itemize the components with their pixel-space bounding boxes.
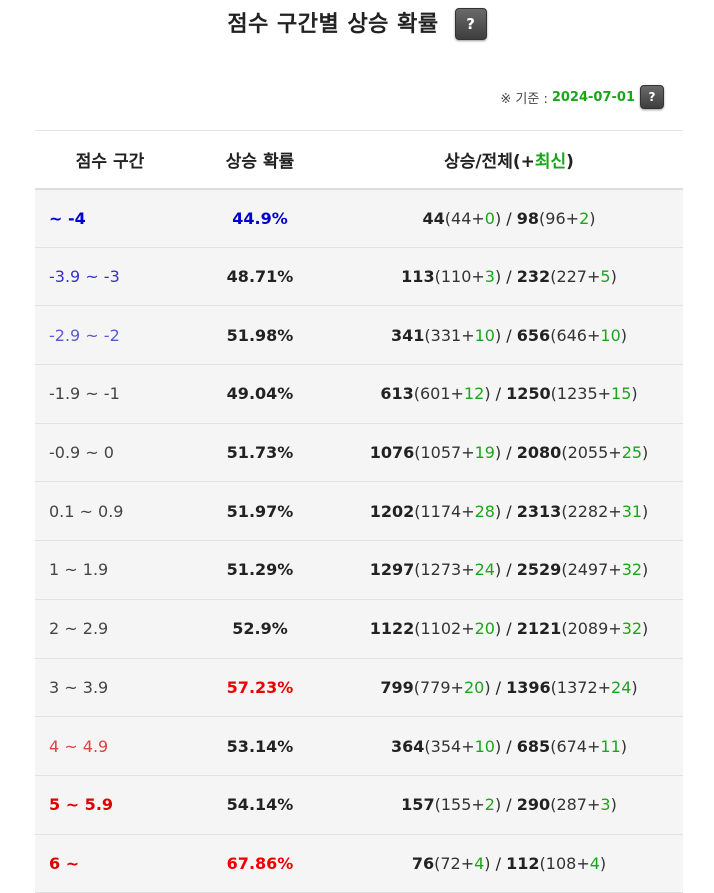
ratio-cell: 44(44+0) / 98(96+2) bbox=[422, 208, 596, 228]
table-row: 1 ~ 1.9 51.29% 1297(1273+24) / 2529(2497+3… bbox=[35, 540, 683, 600]
table-row: 6 ~ 67.86% 76(72+4) / 112(108+4) bbox=[35, 834, 683, 893]
table-row: ~ -4 44.9% 44(44+0) / 98(96+2) bbox=[35, 188, 683, 248]
prob-cell: 54.14% bbox=[226, 795, 294, 815]
help-button[interactable]: ? bbox=[454, 8, 487, 40]
prob-cell: 51.73% bbox=[226, 443, 294, 463]
table-row: -1.9 ~ -1 49.04% 613(601+12) / 1250(1235+1… bbox=[35, 364, 683, 424]
range-cell: -0.9 ~ 0 bbox=[49, 443, 114, 463]
basis-help-button[interactable]: ? bbox=[640, 85, 664, 109]
table-header-row: 점수 구간 상승 확률 상승/전체(+최신) bbox=[35, 130, 683, 189]
ratio-cell: 799(779+20) / 1396(1372+24) bbox=[380, 677, 638, 697]
column-header-range: 점수 구간 bbox=[75, 151, 145, 172]
prob-cell: 52.9% bbox=[232, 619, 288, 639]
table-row: 3 ~ 3.9 57.23% 799(779+20) / 1396(1372+24) bbox=[35, 658, 683, 717]
prob-cell: 57.23% bbox=[226, 677, 294, 697]
column-header-ratio: 상승/전체(+최신) bbox=[444, 151, 574, 172]
ratio-cell: 364(354+10) / 685(674+11) bbox=[391, 736, 627, 756]
prob-cell: 44.9% bbox=[232, 208, 288, 228]
question-icon: ? bbox=[648, 90, 656, 104]
range-cell: -1.9 ~ -1 bbox=[49, 384, 120, 404]
prob-cell: 53.14% bbox=[226, 736, 294, 756]
range-cell: 2 ~ 2.9 bbox=[49, 619, 109, 639]
range-cell: ~ -4 bbox=[49, 208, 86, 228]
prob-cell: 67.86% bbox=[226, 853, 294, 873]
header: 점수 구간별 상승 확률 ? bbox=[0, 0, 714, 44]
prob-cell: 51.29% bbox=[226, 560, 294, 580]
ratio-cell: 1076(1057+19) / 2080(2055+25) bbox=[369, 443, 649, 463]
table-row: 4 ~ 4.9 53.14% 364(354+10) / 685(674+11) bbox=[35, 716, 683, 776]
table-row: -3.9 ~ -3 48.71% 113(110+3) / 232(227+5) bbox=[35, 247, 683, 306]
column-header-prob: 상승 확률 bbox=[225, 151, 295, 172]
range-cell: 6 ~ bbox=[49, 853, 80, 873]
ratio-cell: 613(601+12) / 1250(1235+15) bbox=[380, 384, 638, 404]
ratio-cell: 1297(1273+24) / 2529(2497+32) bbox=[369, 560, 649, 580]
ratio-cell: 157(155+2) / 290(287+3) bbox=[401, 795, 617, 815]
range-cell: 4 ~ 4.9 bbox=[49, 736, 109, 756]
table-row: 0.1 ~ 0.9 51.97% 1202(1174+28) / 2313(2282… bbox=[35, 481, 683, 541]
range-cell: 3 ~ 3.9 bbox=[49, 677, 109, 697]
ratio-cell: 76(72+4) / 112(108+4) bbox=[411, 853, 607, 873]
prob-cell: 48.71% bbox=[226, 267, 294, 287]
probability-table: 점수 구간 상승 확률 상승/전체(+최신) ~ -4 44.9% 44(44+0)… bbox=[35, 130, 683, 893]
range-cell: 1 ~ 1.9 bbox=[49, 560, 109, 580]
question-icon: ? bbox=[466, 15, 475, 33]
table-row: -0.9 ~ 0 51.73% 1076(1057+19) / 2080(2055+… bbox=[35, 423, 683, 482]
ratio-cell: 1202(1174+28) / 2313(2282+31) bbox=[369, 501, 649, 521]
table-row: 2 ~ 2.9 52.9% 1122(1102+20) / 2121(2089+32… bbox=[35, 599, 683, 658]
range-cell: 0.1 ~ 0.9 bbox=[49, 501, 124, 521]
basis-info: ※ 기준 : 2024-07-01 ? bbox=[500, 84, 664, 110]
basis-date: 2024-07-01 bbox=[551, 89, 635, 105]
prob-cell: 51.97% bbox=[226, 501, 294, 521]
basis-label: ※ 기준 : bbox=[500, 91, 548, 107]
table-row: 5 ~ 5.9 54.14% 157(155+2) / 290(287+3) bbox=[35, 775, 683, 835]
page-title: 점수 구간별 상승 확률 bbox=[227, 12, 439, 37]
range-cell: -3.9 ~ -3 bbox=[49, 267, 120, 287]
prob-cell: 51.98% bbox=[226, 325, 294, 345]
range-cell: 5 ~ 5.9 bbox=[49, 795, 114, 815]
range-cell: -2.9 ~ -2 bbox=[49, 325, 120, 345]
ratio-cell: 113(110+3) / 232(227+5) bbox=[401, 267, 617, 287]
ratio-cell: 341(331+10) / 656(646+10) bbox=[391, 325, 627, 345]
prob-cell: 49.04% bbox=[226, 384, 294, 404]
table-row: -2.9 ~ -2 51.98% 341(331+10) / 656(646+10) bbox=[35, 305, 683, 365]
ratio-cell: 1122(1102+20) / 2121(2089+32) bbox=[369, 619, 649, 639]
